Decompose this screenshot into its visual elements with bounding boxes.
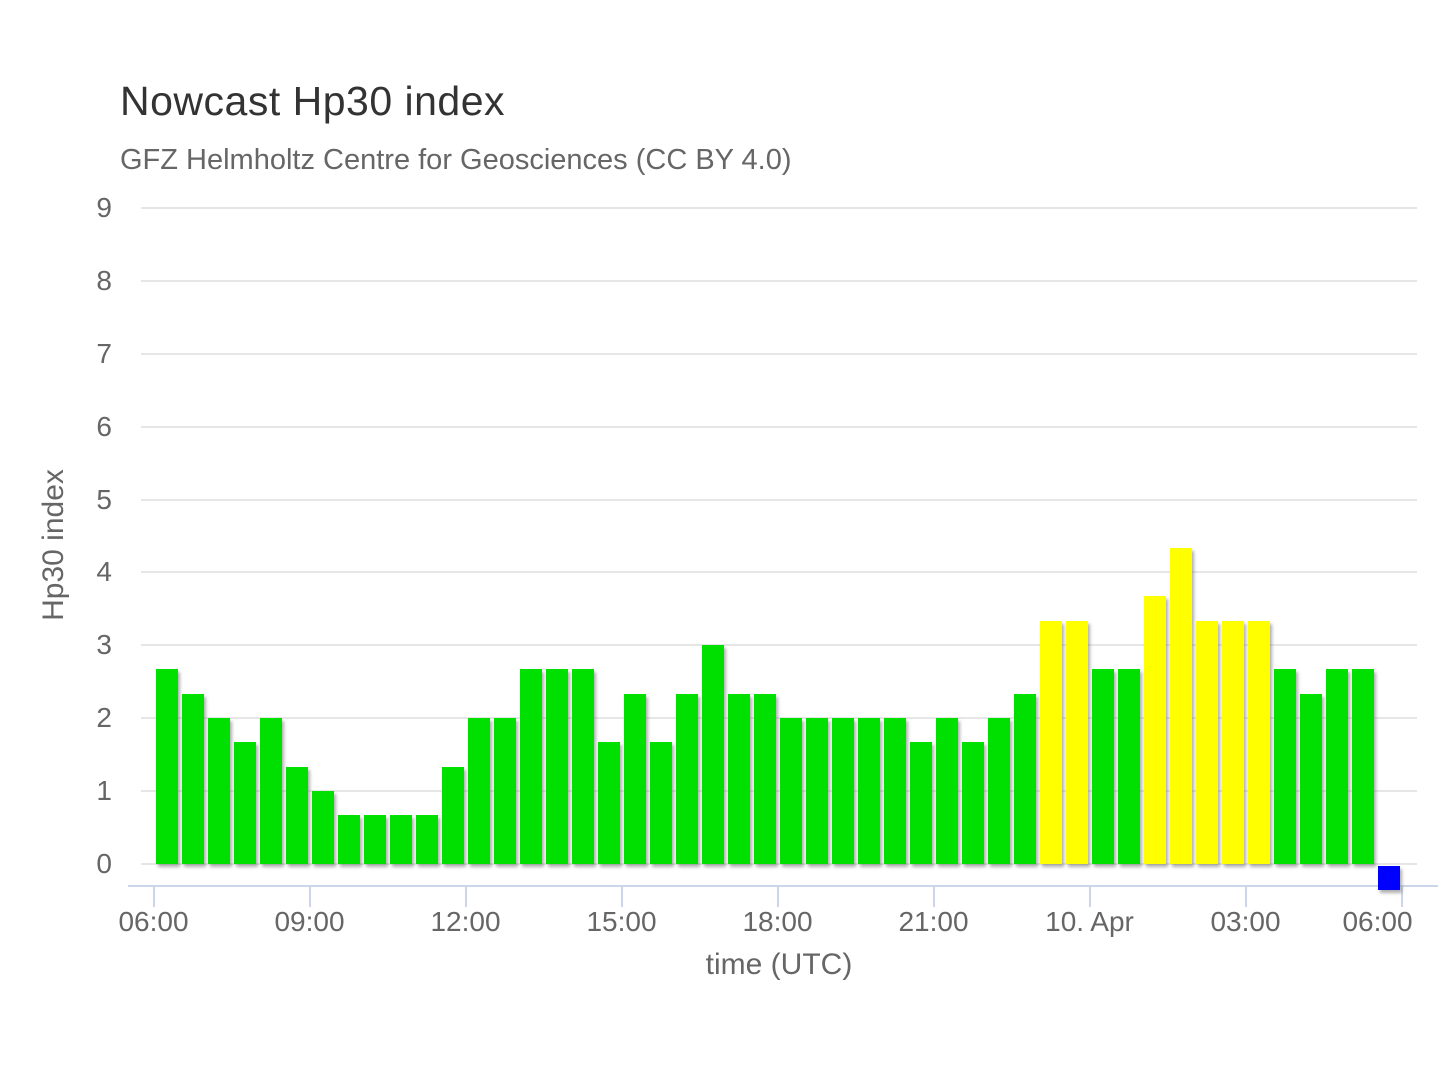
hp30-bar[interactable] [441,767,464,864]
x-axis-title: time (UTC) [705,948,853,981]
x-axis-tick [152,887,155,907]
y-gridline [141,279,1417,282]
hp30-bar[interactable] [1013,694,1036,864]
x-tick-label: 09:00 [274,906,345,937]
hp30-bar[interactable] [649,742,672,864]
pending-data-marker[interactable] [1377,866,1400,890]
y-tick-label: 0 [96,848,112,879]
hp30-bar[interactable] [675,694,698,864]
y-tick-label: 6 [96,410,112,442]
hp30-bar[interactable] [909,742,932,864]
x-tick-label: 21:00 [898,906,969,937]
hp30-bar[interactable] [961,742,984,864]
y-gridline [141,571,1417,574]
y-tick-label: 3 [96,629,112,661]
hp30-bar[interactable] [1351,669,1374,864]
y-axis-title: Hp30 index [37,469,70,621]
y-tick-label: 9 [96,191,112,223]
hp30-bar[interactable] [1325,669,1348,864]
hp30-bar[interactable] [727,694,750,864]
x-tick-label: 10. Apr [1045,906,1134,937]
hp30-bar[interactable] [415,815,438,864]
y-gridline [141,863,1417,865]
hp30-bar[interactable] [363,815,386,864]
hp30-bar[interactable] [207,718,230,864]
hp30-bar[interactable] [493,718,516,864]
hp30-bar[interactable] [1117,669,1140,864]
x-tick-label: 06:00 [118,906,189,937]
y-gridline [141,352,1417,355]
hp30-bar[interactable] [467,718,490,864]
hp30-bar[interactable] [1221,621,1244,864]
y-gridline [141,790,1417,793]
y-gridline [141,644,1417,647]
y-tick-label: 8 [96,264,112,296]
y-tick-label: 5 [96,483,112,515]
hp30-bar[interactable] [1143,596,1166,864]
hp30-bar[interactable] [805,718,828,864]
hp30-bar[interactable] [753,694,776,864]
x-tick-label: 06:00 [1342,906,1413,937]
x-axis-tick [1244,887,1247,907]
hp30-bar[interactable] [883,718,906,864]
x-axis-tick [308,887,311,907]
y-tick-label: 7 [96,337,112,369]
hp30-bar[interactable] [1273,669,1296,864]
y-gridline [141,425,1417,428]
hp30-bar[interactable] [1169,548,1192,864]
hp30-bar[interactable] [337,815,360,864]
hp30-bar[interactable] [389,815,412,864]
x-tick-label: 12:00 [430,906,501,937]
hp30-bar[interactable] [1039,621,1062,864]
hp30-bar[interactable] [623,694,646,864]
hp30-bar[interactable] [285,767,308,864]
hp30-bar[interactable] [233,742,256,864]
y-tick-label: 2 [96,702,112,734]
x-tick-label: 03:00 [1210,906,1281,937]
y-gridline [141,498,1417,501]
x-tick-label: 18:00 [742,906,813,937]
x-axis-tick [1400,887,1403,907]
hp30-bar[interactable] [779,718,802,864]
hp30-bar[interactable] [987,718,1010,864]
hp30-bar[interactable] [1195,621,1218,864]
hp30-bar[interactable] [857,718,880,864]
hp30-bar[interactable] [935,718,958,864]
hp30-bar[interactable] [181,694,204,864]
y-tick-label: 1 [96,775,112,807]
hp30-bar[interactable] [311,791,334,864]
hp30-bar[interactable] [155,669,178,864]
x-axis-tick [1088,887,1091,907]
hp30-bar[interactable] [259,718,282,864]
hp30-bar[interactable] [571,669,594,864]
hp30-bar[interactable] [1247,621,1270,864]
x-axis-line [128,885,1438,887]
y-gridline [141,717,1417,720]
x-axis-tick [464,887,467,907]
x-axis-tick [620,887,623,907]
x-axis-tick [776,887,779,907]
chart-subtitle: GFZ Helmholtz Centre for Geosciences (CC… [120,144,792,176]
chart-title: Nowcast Hp30 index [120,78,506,124]
hp30-bar[interactable] [519,669,542,864]
hp30-bar[interactable] [701,645,724,864]
hp30-bar[interactable] [831,718,854,864]
hp30-bar[interactable] [1091,669,1114,864]
y-tick-label: 4 [96,556,112,588]
x-axis-tick [932,887,935,907]
hp30-bar[interactable] [1299,694,1322,864]
x-tick-label: 15:00 [586,906,657,937]
hp30-bar[interactable] [545,669,568,864]
y-gridline [141,206,1417,209]
hp30-bar[interactable] [1065,621,1088,864]
hp30-bar[interactable] [597,742,620,864]
